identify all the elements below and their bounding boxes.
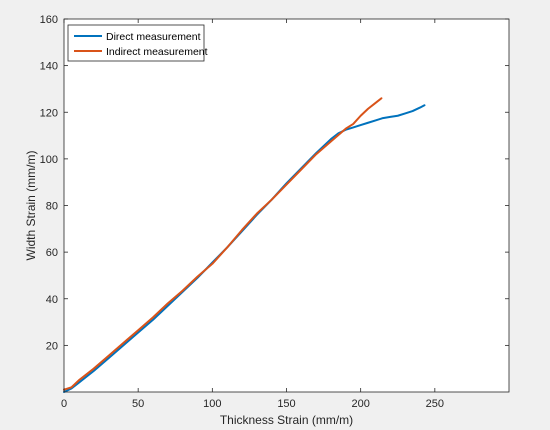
y-tick-label: 20 [46, 340, 58, 352]
legend-box [67, 24, 205, 62]
y-tick-label: 40 [46, 294, 58, 306]
x-axis-label: Thickness Strain (mm/m) [220, 413, 353, 427]
y-tick-label: 80 [46, 201, 58, 213]
y-tick-label: 60 [46, 247, 58, 259]
y-axis-label: Width Strain (mm/m) [24, 150, 38, 260]
y-tick-label: 100 [40, 154, 58, 166]
x-tick-label: 0 [61, 398, 67, 410]
y-tick-label: 160 [40, 14, 58, 26]
legend-label-indirect: Indirect measurement [106, 46, 208, 58]
x-tick-label: 250 [426, 398, 444, 410]
legend: Direct measurement Indirect measurement [67, 24, 208, 62]
y-tick-label: 120 [40, 107, 58, 119]
series-layer [63, 97, 426, 393]
legend-label-direct: Direct measurement [106, 31, 201, 43]
x-tick-label: 50 [132, 398, 144, 410]
x-tick-label: 100 [203, 398, 221, 410]
ticks-layer: 0 50 100 150 200 250 20 40 60 80 100 120 140 160 [40, 14, 509, 410]
x-tick-label: 200 [351, 398, 369, 410]
x-tick-label: 150 [277, 398, 295, 410]
series-line-indirect [63, 97, 383, 391]
y-tick-label: 140 [40, 61, 58, 73]
